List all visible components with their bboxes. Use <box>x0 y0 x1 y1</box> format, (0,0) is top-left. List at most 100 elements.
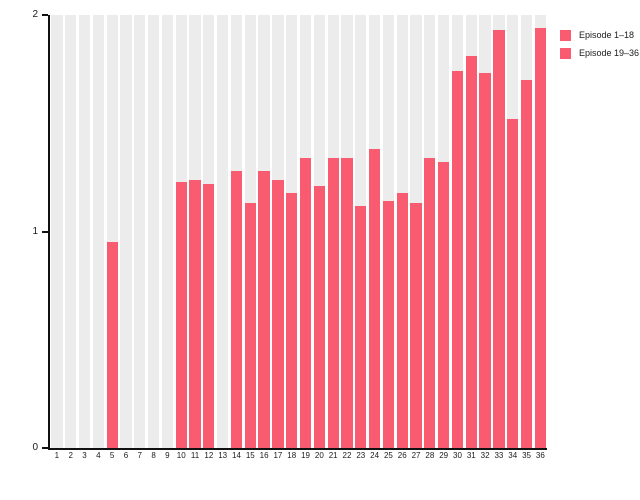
legend-swatch <box>560 30 571 41</box>
bar-slot <box>51 15 63 448</box>
value-bar <box>286 192 298 448</box>
y-tick-label: 2 <box>32 9 38 20</box>
value-bar <box>258 170 270 448</box>
bar-slot <box>299 15 312 448</box>
bar-slot <box>368 15 381 448</box>
background-bar <box>106 15 118 448</box>
bar-slot <box>92 15 104 448</box>
bar-slot <box>147 15 160 448</box>
bar-slot <box>327 15 339 448</box>
x-tick-label: 32 <box>480 451 490 460</box>
x-tick-label: 16 <box>259 451 269 460</box>
x-tick-label: 36 <box>535 451 545 460</box>
bar-slot <box>272 15 284 448</box>
bar-slot <box>493 15 505 448</box>
x-tick-label: 8 <box>151 451 156 460</box>
bar-slot <box>175 15 187 448</box>
bar-slot <box>479 15 491 448</box>
bar-slot <box>244 15 256 448</box>
x-tick-label: 15 <box>245 451 255 460</box>
bar-slot <box>424 15 436 448</box>
background-bar <box>51 15 63 448</box>
y-tick-mark <box>42 447 48 449</box>
value-bar <box>355 205 367 448</box>
x-tick-label: 23 <box>356 451 366 460</box>
bar-slot <box>534 15 546 448</box>
value-bar <box>479 73 491 448</box>
x-tick-label: 4 <box>96 451 101 460</box>
bar-slot <box>507 15 519 448</box>
value-bar <box>451 71 464 448</box>
value-bar <box>534 28 546 448</box>
bar-slot <box>355 15 367 448</box>
x-axis-tick-labels: 1 2 3 4 5 6 7 8 9 10 11 12 13 14 15 16 17 18 19 20 21 22 23 24 2… <box>50 451 547 461</box>
bar-slot <box>465 15 477 448</box>
x-tick-label: 35 <box>522 451 531 460</box>
x-tick-label: 20 <box>314 451 324 460</box>
x-tick-label: 21 <box>328 451 338 460</box>
value-bar <box>203 183 215 448</box>
bar-slot <box>78 15 91 448</box>
value-bar <box>507 118 519 448</box>
legend-label: Episode 1–18 <box>579 30 635 40</box>
plot-area <box>48 15 547 450</box>
x-tick-label: 24 <box>370 451 380 460</box>
x-tick-label: 12 <box>204 451 214 460</box>
bar-slot <box>258 15 270 448</box>
legend-swatch <box>560 48 571 59</box>
x-tick-label: 17 <box>273 451 283 460</box>
bar-slot <box>451 15 464 448</box>
x-tick-label: 25 <box>383 451 393 460</box>
value-bar <box>244 203 256 448</box>
x-tick-label: 19 <box>301 451 310 460</box>
bar-slot <box>120 15 132 448</box>
bar-slot <box>230 15 243 448</box>
x-tick-label: 18 <box>287 451 297 460</box>
x-tick-label: 11 <box>190 451 200 460</box>
legend-entry: Episode 19–36 <box>560 48 640 59</box>
value-bar <box>410 203 422 448</box>
background-bar <box>217 15 229 448</box>
background-bar <box>65 15 77 448</box>
value-bar <box>299 157 312 448</box>
x-tick-label: 30 <box>453 451 462 460</box>
y-tick-mark <box>42 14 48 16</box>
bar-slot <box>341 15 353 448</box>
background-bar <box>120 15 132 448</box>
bar-slot <box>203 15 215 448</box>
y-tick-label: 1 <box>32 225 38 237</box>
value-bar <box>313 186 325 448</box>
bar-series-container <box>50 15 547 448</box>
value-bar <box>493 30 505 448</box>
bar-slot <box>520 15 533 448</box>
bar-slot <box>396 15 408 448</box>
bar-slot <box>134 15 146 448</box>
value-bar <box>230 170 243 448</box>
value-bar <box>106 242 118 448</box>
y-tick-label: 0 <box>32 442 38 453</box>
value-bar <box>341 157 353 448</box>
value-bar <box>465 56 477 448</box>
x-tick-label: 14 <box>232 451 241 460</box>
x-tick-label: 27 <box>411 451 421 460</box>
legend-entry: Episode 1–18 <box>560 30 640 41</box>
legend: Episode 1–18 Episode 19–36 <box>560 30 640 66</box>
x-tick-label: 10 <box>176 451 186 460</box>
value-bar <box>396 192 408 448</box>
x-tick-label: 1 <box>54 451 60 460</box>
x-tick-label: 29 <box>439 451 449 460</box>
bar-slot <box>189 15 201 448</box>
y-tick-mark <box>42 230 48 233</box>
value-bar <box>438 162 450 448</box>
value-bar <box>382 201 395 448</box>
x-tick-label: 7 <box>137 451 142 460</box>
x-tick-label: 6 <box>123 451 129 460</box>
x-tick-label: 3 <box>82 451 87 460</box>
legend-label: Episode 19–36 <box>579 48 640 58</box>
background-bar <box>78 15 91 448</box>
bar-slot <box>106 15 118 448</box>
x-tick-label: 13 <box>218 451 228 460</box>
background-bar <box>134 15 146 448</box>
value-bar <box>272 179 284 448</box>
